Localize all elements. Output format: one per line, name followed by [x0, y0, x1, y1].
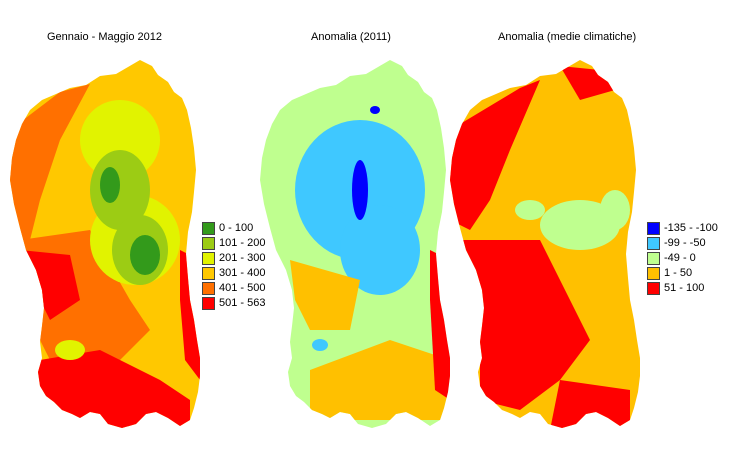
- map-zone: [540, 200, 620, 250]
- legend-swatch: [647, 267, 660, 280]
- legend-label: -99 - -50: [664, 237, 706, 249]
- legend-swatch: [202, 267, 215, 280]
- map-zone: [80, 100, 160, 180]
- map-zones: [260, 60, 450, 428]
- map-zone: [550, 380, 630, 428]
- legend-label: 401 - 500: [219, 282, 266, 294]
- map-zone: [370, 106, 380, 114]
- legend-label: -135 - -100: [664, 222, 718, 234]
- legend-swatch: [647, 252, 660, 265]
- panel-title-cumulative: Gennaio - Maggio 2012: [47, 31, 162, 43]
- map-zone: [10, 84, 90, 240]
- legend-label: 51 - 100: [664, 282, 705, 294]
- map-zones: [450, 60, 640, 428]
- legend-label: 501 - 563: [219, 297, 266, 309]
- map-zone: [290, 260, 360, 330]
- map-zone: [100, 167, 120, 203]
- map-zone: [352, 160, 368, 220]
- map-zone: [130, 235, 160, 275]
- legend-swatch: [202, 252, 215, 265]
- map-anomaly-climate: [450, 60, 640, 428]
- map-zone: [340, 205, 420, 295]
- legend-swatch: [647, 282, 660, 295]
- legend-swatch: [202, 282, 215, 295]
- map-zone: [450, 80, 540, 230]
- legend-label: 101 - 200: [219, 237, 266, 249]
- map-zone: [55, 340, 85, 360]
- map-zone: [600, 190, 630, 230]
- map-zone: [312, 339, 328, 351]
- panel-title-anomaly-2011: Anomalia (2011): [311, 31, 391, 43]
- legend-label: 1 - 50: [664, 267, 693, 279]
- legend-label: -49 - 0: [664, 252, 696, 264]
- map-zone: [310, 340, 450, 420]
- map-zone: [460, 240, 590, 410]
- panel-title-anomaly-climate: Anomalia (medie climatiche): [498, 31, 637, 43]
- map-zone: [20, 250, 80, 320]
- legend-label: 0 - 100: [219, 222, 254, 234]
- legend-swatch: [647, 237, 660, 250]
- legend-swatch: [647, 222, 660, 235]
- legend-label: 301 - 400: [219, 267, 266, 279]
- map-zone: [30, 350, 190, 428]
- legend-swatch: [202, 237, 215, 250]
- legend-label: 201 - 300: [219, 252, 266, 264]
- legend-swatch: [202, 297, 215, 310]
- map-zone: [515, 200, 545, 220]
- map-zones: [10, 60, 200, 428]
- map-cumulative-precipitation: [10, 60, 200, 428]
- map-anomaly-2011: [260, 60, 450, 428]
- legend-swatch: [202, 222, 215, 235]
